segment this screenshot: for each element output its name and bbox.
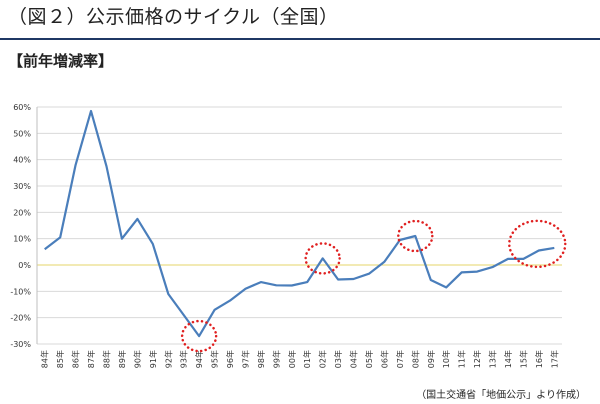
x-tick-label: 01年 (302, 350, 312, 368)
highlight-circle (180, 319, 218, 353)
x-tick-label: 98年 (256, 350, 266, 368)
x-tick-label: 12年 (472, 350, 482, 368)
x-tick-label: 96年 (225, 350, 235, 368)
y-tick-label: 10% (13, 235, 31, 244)
y-tick-label: 50% (13, 129, 31, 138)
x-tick-label: 99年 (271, 350, 281, 368)
x-tick-label: 92年 (163, 350, 173, 368)
x-tick-label: 91年 (148, 350, 158, 368)
x-tick-label: 06年 (379, 350, 389, 368)
x-tick-label: 13年 (488, 350, 498, 368)
x-tick-label: 93年 (179, 350, 189, 368)
highlight-circle (508, 219, 567, 269)
x-tick-label: 04年 (349, 350, 359, 368)
x-tick-label: 05年 (364, 350, 374, 368)
x-tick-label: 95年 (210, 350, 220, 368)
x-tick-label: 97年 (240, 350, 250, 368)
x-tick-label: 07年 (395, 350, 405, 368)
highlight-circle (304, 242, 341, 275)
y-tick-label: 60% (13, 103, 31, 112)
x-tick-label: 03年 (333, 350, 343, 368)
x-tick-label: 15年 (518, 350, 528, 368)
x-tick-label: 88年 (101, 350, 111, 368)
x-tick-label: 85年 (55, 350, 65, 368)
y-tick-label: -10% (10, 287, 31, 296)
y-tick-label: -20% (10, 314, 31, 323)
x-tick-label: 02年 (318, 350, 328, 368)
y-tick-label: 40% (13, 156, 31, 165)
x-tick-label: 17年 (549, 350, 559, 368)
y-tick-label: 30% (13, 182, 31, 191)
x-tick-label: 87年 (86, 350, 96, 368)
y-tick-label: -30% (10, 340, 31, 349)
x-tick-label: 86年 (71, 350, 81, 368)
x-tick-label: 10年 (441, 350, 451, 368)
x-tick-label: 94年 (194, 350, 204, 368)
highlight-circle (397, 219, 434, 253)
y-tick-label: 0% (18, 261, 31, 270)
page-title: （図２）公示価格のサイクル（全国） (8, 6, 339, 28)
x-tick-label: 09年 (426, 350, 436, 368)
x-tick-label: 00年 (287, 350, 297, 368)
x-tick-label: 08年 (410, 350, 420, 368)
chart-subtitle: 【前年増減率】 (8, 52, 114, 70)
y-tick-label: 20% (13, 208, 31, 217)
title-underline (0, 38, 600, 40)
source-note: （国土交通省「地価公示」より作成） (416, 390, 586, 401)
x-tick-label: 16年 (534, 350, 544, 368)
x-tick-label: 14年 (503, 350, 513, 368)
x-tick-label: 84年 (40, 350, 50, 368)
x-tick-label: 89年 (117, 350, 127, 368)
x-tick-label: 11年 (457, 350, 467, 368)
series-line (44, 109, 555, 338)
x-tick-label: 90年 (132, 350, 142, 368)
